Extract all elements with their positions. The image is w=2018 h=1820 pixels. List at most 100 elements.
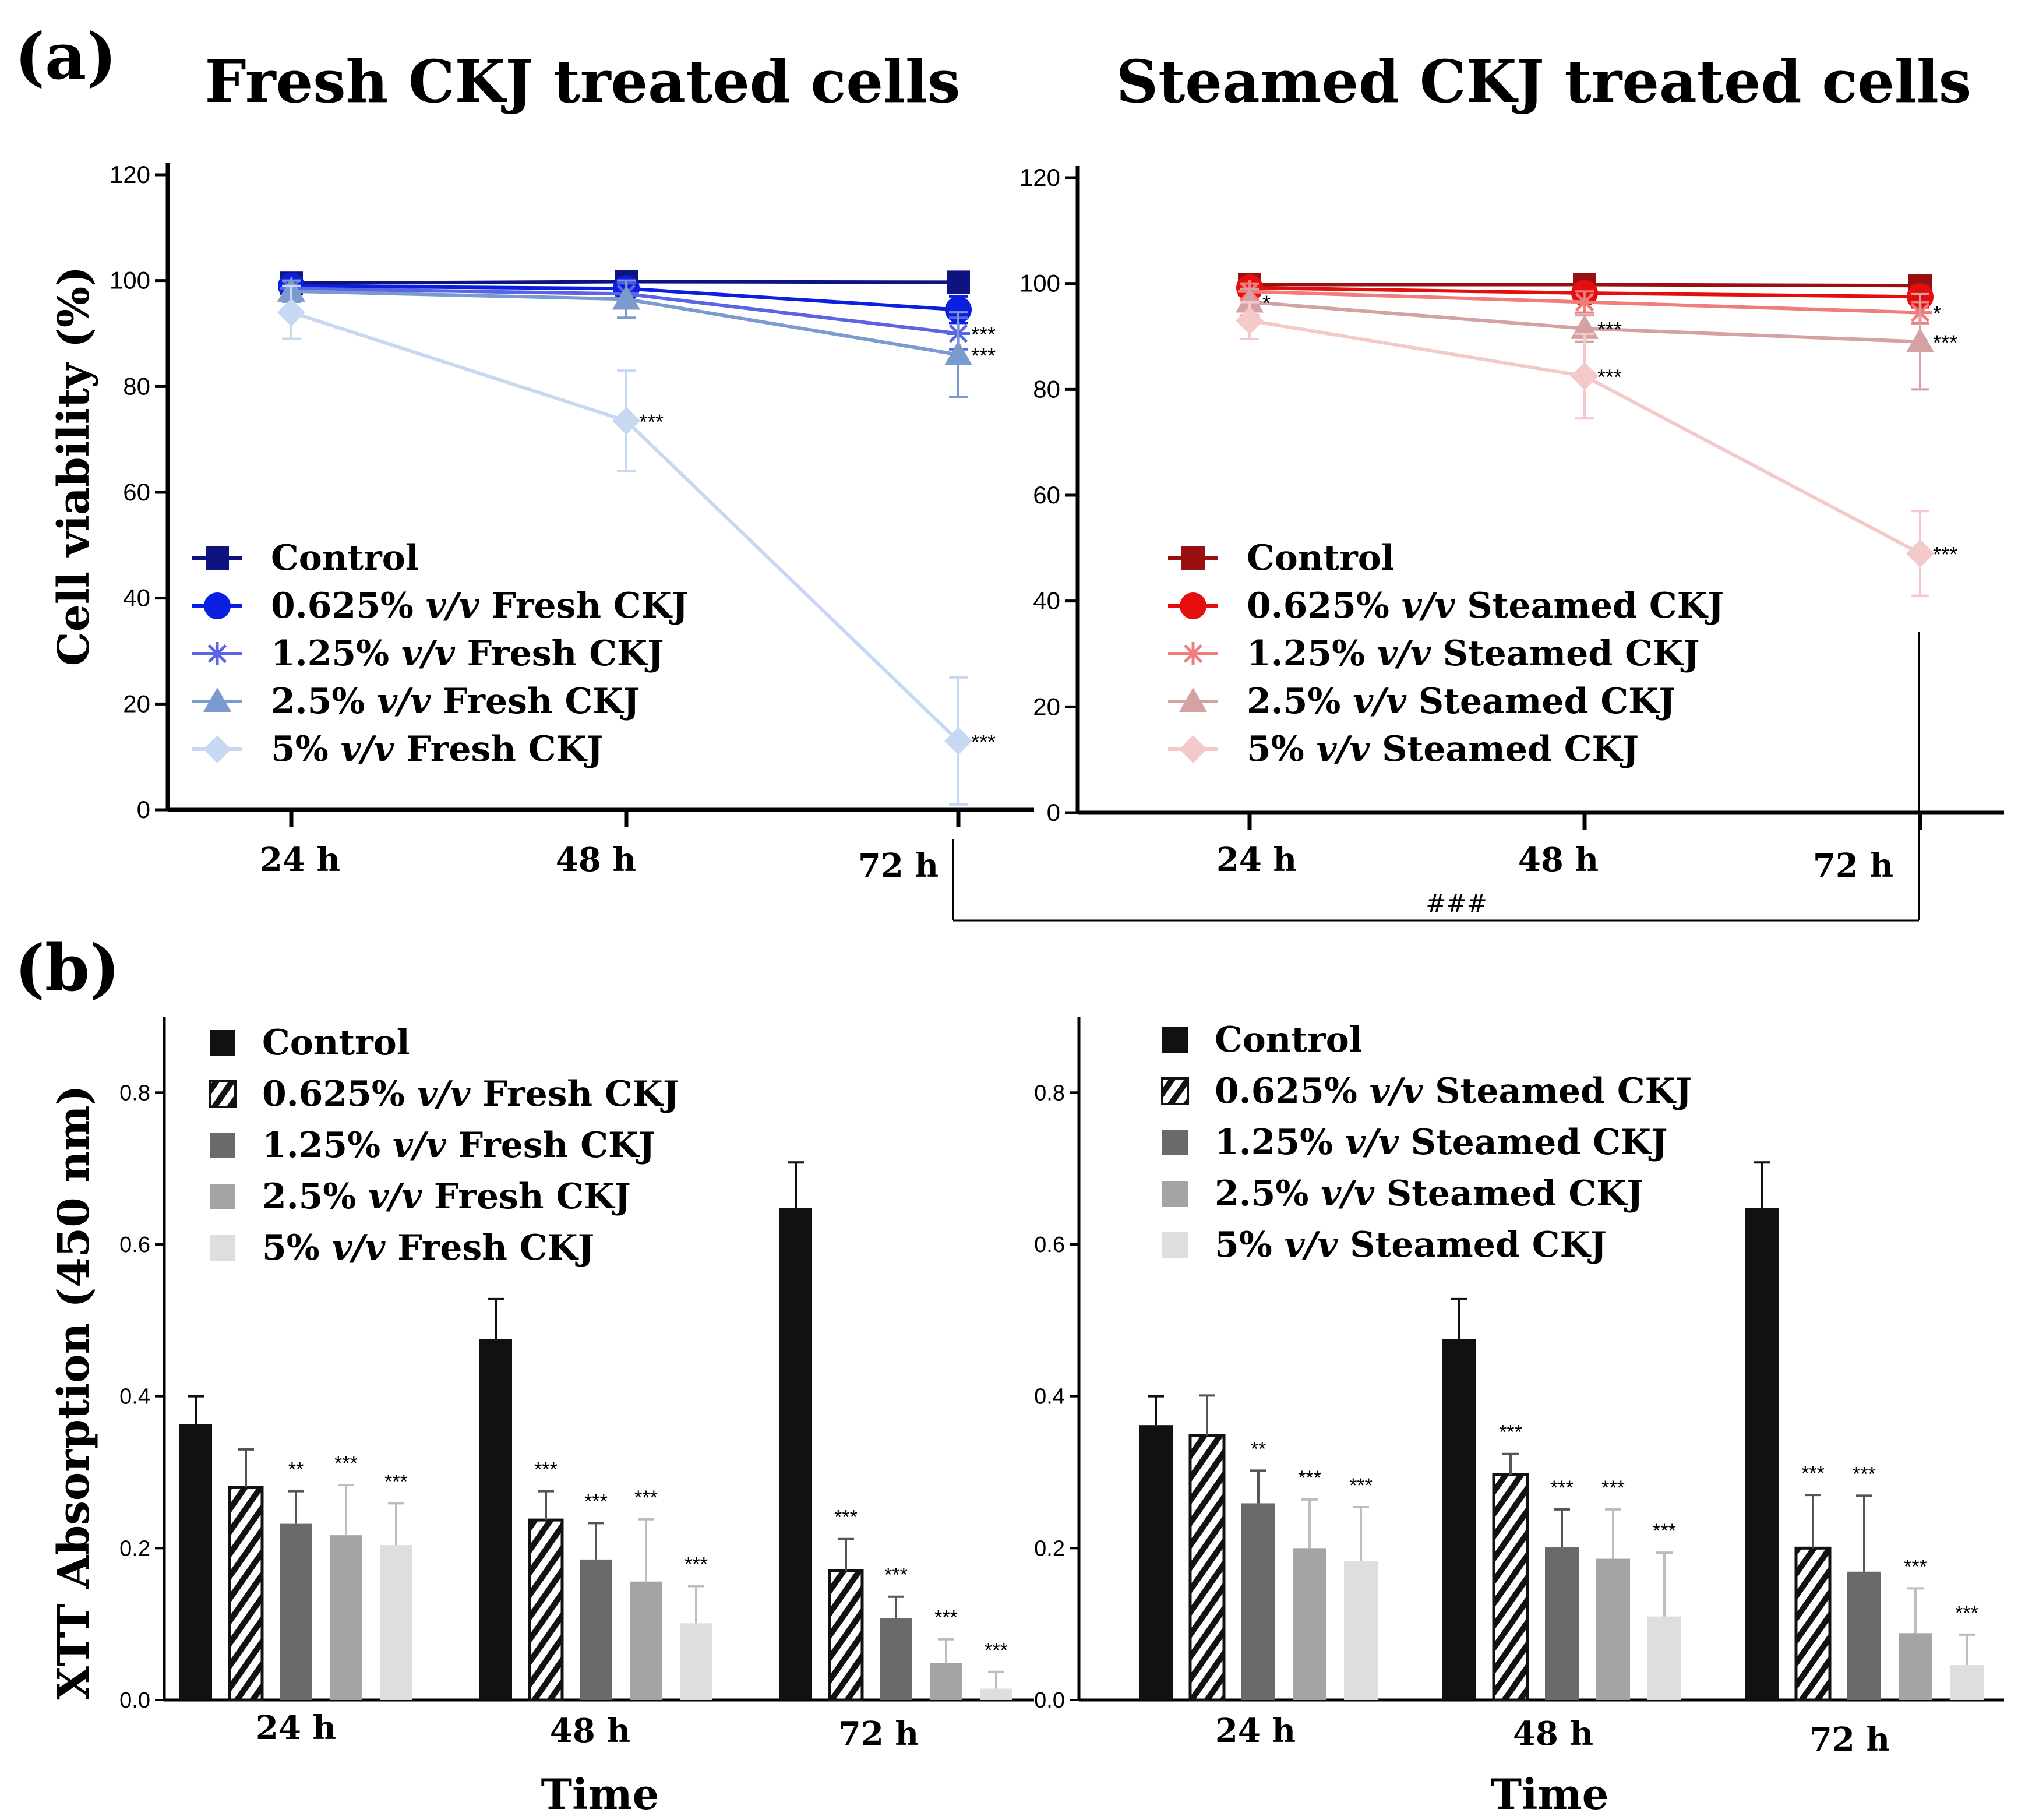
chart-steamed-xtt: 0.00.20.40.60.824 h***** ***48 h****** ***… — [1034, 1017, 2004, 1819]
data-point — [945, 296, 972, 323]
significance-label: *** — [1499, 1422, 1522, 1444]
data-point — [1571, 362, 1599, 390]
bar — [228, 1486, 264, 1702]
y-tick-label: 60 — [1033, 481, 1060, 509]
significance-label: *** — [685, 1554, 708, 1576]
significance-label: *** — [971, 323, 996, 347]
bar — [380, 1545, 412, 1700]
bar — [280, 1523, 312, 1700]
x-tick-label: 48 h — [556, 841, 636, 879]
legend-marker — [1181, 642, 1205, 665]
legend-marker — [1181, 546, 1205, 570]
y-tick-label: 0.8 — [119, 1081, 150, 1105]
significance-label: *** — [534, 1459, 558, 1481]
significance-label: *** — [1933, 331, 1957, 355]
significance-label: *** — [1349, 1475, 1373, 1497]
x-tick-label: 72 h — [1809, 1720, 1890, 1759]
legend-label: 1.25% v/v Steamed CKJ — [1247, 633, 1699, 674]
data-point — [944, 726, 972, 755]
bar — [1293, 1548, 1326, 1700]
significance-label: *** — [971, 730, 996, 754]
y-tick-label: 60 — [123, 478, 150, 506]
significance-label: *** — [384, 1470, 408, 1493]
bar — [330, 1535, 362, 1700]
x-tick-label: 72 h — [858, 846, 939, 885]
legend-label: 1.25% v/v Fresh CKJ — [262, 1125, 655, 1166]
x-tick-label: 48 h — [550, 1712, 630, 1750]
significance-label: *** — [639, 410, 664, 433]
x-tick-label: 24 h — [1215, 1712, 1296, 1750]
data-point — [1236, 288, 1264, 313]
legend-label: 1.25% v/v Steamed CKJ — [1215, 1122, 1667, 1163]
legend-label: Control — [1247, 538, 1395, 579]
legend-swatch — [210, 1184, 235, 1209]
chart-title: Steamed CKJ treated cells — [1116, 47, 1971, 116]
y-tick-label: 40 — [123, 584, 150, 612]
y-tick-label: 0.0 — [1034, 1688, 1065, 1713]
legend-label: 2.5% v/v Fresh CKJ — [262, 1176, 631, 1217]
y-tick-label: 80 — [1033, 375, 1060, 403]
bar — [1442, 1339, 1476, 1700]
y-tick-label: 120 — [1019, 164, 1060, 191]
legend-swatch — [210, 1030, 235, 1056]
bar — [1794, 1546, 1832, 1702]
legend-swatch — [1161, 1077, 1189, 1105]
y-tick-label: 120 — [110, 161, 150, 188]
legend-label: 1.25% v/v Fresh CKJ — [271, 633, 664, 674]
legend-label: Control — [1215, 1020, 1363, 1060]
bar — [980, 1688, 1012, 1700]
legend-label: Control — [271, 538, 419, 579]
data-point — [944, 340, 972, 365]
panel-a-label: (a) — [15, 19, 117, 94]
legend-label: Control — [262, 1022, 410, 1063]
significance-label: *** — [1955, 1602, 1978, 1624]
significance-label: *** — [934, 1607, 958, 1629]
x-tick-label: 72 h — [1813, 846, 1893, 885]
y-tick-label: 0 — [137, 796, 150, 823]
panel-b-label: (b) — [15, 930, 120, 1006]
bar — [1241, 1503, 1275, 1700]
significance-label: * — [1933, 302, 1941, 326]
significance-label: *** — [1597, 318, 1622, 341]
legend-swatch — [1162, 1130, 1188, 1155]
significance-label: *** — [985, 1639, 1008, 1662]
bar — [1139, 1425, 1173, 1700]
legend-label: 2.5% v/v Fresh CKJ — [271, 681, 640, 722]
y-tick-label: 0.2 — [1034, 1536, 1065, 1561]
bar — [1745, 1208, 1779, 1700]
x-tick-label: 24 h — [256, 1709, 336, 1747]
y-tick-label: 0.6 — [1034, 1233, 1065, 1257]
data-point — [277, 298, 305, 327]
significance-label: *** — [884, 1564, 908, 1586]
bracket-label: ### — [1426, 889, 1487, 918]
significance-label: * — [1262, 291, 1271, 315]
legend-label: 0.625% v/v Fresh CKJ — [262, 1074, 679, 1114]
legend-label: 0.625% v/v Fresh CKJ — [271, 585, 688, 626]
x-tick-label: 48 h — [1513, 1715, 1593, 1753]
significance-label: *** — [1853, 1463, 1876, 1485]
significance-label: *** — [634, 1487, 658, 1509]
bar — [779, 1208, 812, 1700]
significance-bracket: ### — [952, 632, 1920, 922]
chart-fresh-viability: Fresh CKJ treated cells 0 20 40 60 80 100 120 24… — [110, 47, 1034, 885]
significance-label: *** — [1801, 1462, 1825, 1484]
legend-marker — [1179, 687, 1207, 712]
chart-title: Fresh CKJ treated cells — [205, 47, 961, 116]
legend-swatch — [1162, 1181, 1188, 1207]
data-point — [612, 407, 640, 435]
legend-swatch — [210, 1133, 235, 1158]
y-tick-label: 80 — [123, 372, 150, 400]
bar — [930, 1663, 962, 1700]
bar — [1344, 1561, 1378, 1700]
x-axis-title: Time — [541, 1769, 659, 1819]
y-tick-label: 40 — [1033, 587, 1060, 615]
data-point — [1906, 539, 1934, 567]
chart-steamed-viability: Steamed CKJ treated cells 0 20 40 60 80 100 120… — [1019, 47, 2004, 885]
y-tick-label: 20 — [1033, 693, 1060, 720]
y-tick-label: 0.8 — [1034, 1081, 1065, 1105]
bar — [1899, 1633, 1932, 1700]
y-tick-label: 100 — [110, 267, 150, 294]
x-tick-label: 48 h — [1518, 841, 1599, 879]
legend-marker — [206, 642, 229, 665]
